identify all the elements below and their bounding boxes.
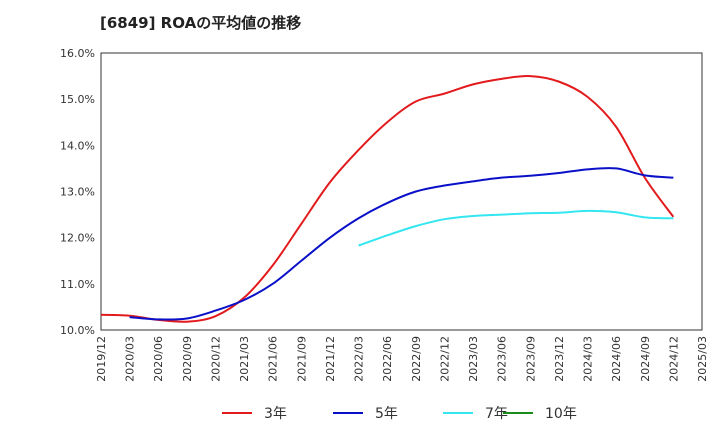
x-tick-label: 2021/09 <box>295 336 308 382</box>
x-tick-label: 2022/12 <box>438 336 451 382</box>
y-tick-label: 15.0% <box>60 93 95 106</box>
legend-label-3: 7年 <box>485 406 508 422</box>
x-tick-label: 2024/03 <box>582 336 595 382</box>
axis-layer: 10.0% 11.0% 12.0% 13.0% 14.0% 15.0% 16.0% 2019/… <box>60 47 709 382</box>
x-tick-label: 2021/03 <box>238 336 251 382</box>
y-tick-label: 11.0% <box>60 278 95 291</box>
y-tick-label: 10.0% <box>60 324 95 337</box>
series-line-3 <box>358 209 674 247</box>
x-tick-label: 2019/12 <box>95 336 108 382</box>
x-tick-label: 2021/12 <box>324 336 337 382</box>
x-tick-label: 2020/06 <box>152 336 165 382</box>
x-tick-label: 2022/03 <box>353 336 366 382</box>
plot-frame <box>100 52 703 331</box>
x-tick-label: 2022/09 <box>410 336 423 382</box>
legend-label-1: 3年 <box>264 406 287 422</box>
x-tick-label: 2025/03 <box>696 336 709 382</box>
x-tick-label: 2021/06 <box>267 336 280 382</box>
x-tick-label: 2023/12 <box>553 336 566 382</box>
legend: 3年 5年 7年 10年 <box>222 406 577 422</box>
x-tick-label: 2023/03 <box>467 336 480 382</box>
legend-label-2: 5年 <box>375 406 398 422</box>
series-line-1 <box>100 75 675 323</box>
y-tick-label: 14.0% <box>60 139 95 152</box>
y-tick-label: 13.0% <box>60 186 95 199</box>
x-tick-label: 2020/12 <box>209 336 222 382</box>
series-layer <box>100 75 675 323</box>
x-tick-label: 2024/06 <box>610 336 623 382</box>
x-tick-label: 2020/03 <box>124 336 137 382</box>
x-tick-label: 2022/06 <box>381 336 394 382</box>
x-tick-label: 2023/09 <box>524 336 537 382</box>
x-tick-label: 2020/09 <box>181 336 194 382</box>
x-tick-label: 2023/06 <box>496 336 509 382</box>
x-tick-label: 2024/09 <box>639 336 652 382</box>
series-line-2 <box>129 167 674 321</box>
y-tick-label: 16.0% <box>60 47 95 60</box>
legend-label-4: 10年 <box>545 406 577 422</box>
y-tick-label: 12.0% <box>60 232 95 245</box>
x-tick-label: 2024/12 <box>667 336 680 382</box>
chart-title: [6849] ROAの平均値の推移 <box>100 14 302 32</box>
